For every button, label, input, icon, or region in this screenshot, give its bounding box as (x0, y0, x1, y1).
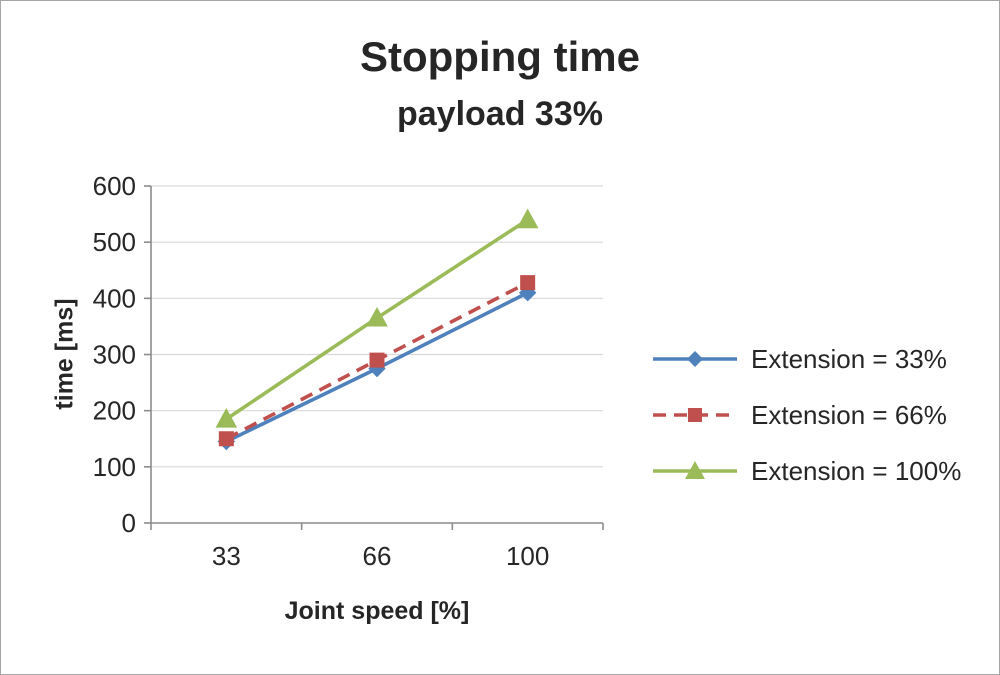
x-axis-title: Joint speed [%] (284, 597, 470, 625)
chart-title: Stopping time (360, 33, 640, 80)
series-marker-1 (520, 275, 536, 291)
series-marker-2 (215, 408, 238, 428)
series-marker-2 (366, 306, 388, 327)
legend-key-diamond-icon (653, 351, 737, 367)
y-tick-label: 100 (93, 452, 136, 482)
y-tick-label: 0 (122, 508, 136, 538)
legend-item: Extension = 100% (651, 443, 961, 499)
series-marker-1 (369, 352, 385, 368)
y-tick-label: 400 (93, 283, 136, 313)
legend-item: Extension = 33% (651, 331, 961, 387)
y-tick-label: 600 (93, 171, 136, 201)
y-tick-label: 500 (93, 227, 136, 257)
x-tick-label: 100 (506, 541, 549, 571)
series-marker-2 (516, 208, 539, 229)
legend-item: Extension = 66% (651, 387, 961, 443)
legend-marker (687, 351, 703, 367)
y-tick-label: 200 (93, 396, 136, 426)
chart-subtitle: payload 33% (397, 95, 603, 133)
legend-marker (688, 408, 702, 422)
series-marker-1 (218, 431, 234, 447)
legend-label: Extension = 100% (751, 455, 962, 486)
legend-key-triangle-icon (653, 461, 737, 479)
x-tick-label: 33 (212, 541, 241, 571)
legend-label: Extension = 33% (751, 343, 947, 374)
legend-marker (685, 461, 705, 479)
legend: Extension = 33% Extension = 66% Extension … (651, 331, 961, 499)
x-tick-label: 66 (363, 541, 392, 571)
legend-label: Extension = 66% (751, 399, 947, 430)
y-tick-label: 300 (93, 340, 136, 370)
legend-key-square-icon (653, 408, 737, 422)
y-axis-title: time [ms] (50, 298, 79, 410)
